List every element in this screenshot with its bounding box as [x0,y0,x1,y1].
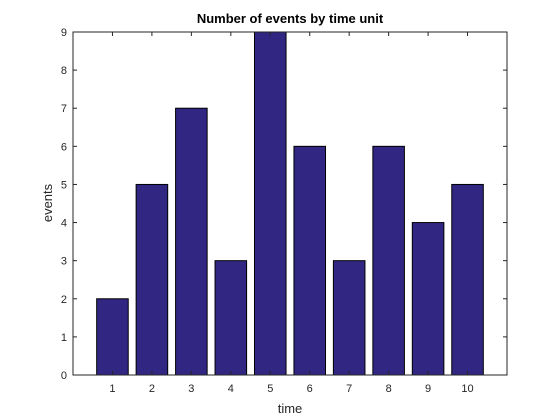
bar-1 [96,298,129,376]
bar-2 [135,183,169,376]
bar-3 [175,107,208,376]
bar-4 [214,260,248,376]
x-tick-label-8: 8 [386,383,392,395]
y-tick-label-8: 8 [61,65,67,77]
y-tick-label-7: 7 [61,103,67,115]
x-tick-label-7: 7 [346,383,352,395]
y-axis-label: events [40,183,55,222]
ticks-layer: 1 2 3 4 5 6 7 8 9 10 0 1 2 3 4 5 6 7 8 9 [61,27,507,395]
bar-5 [253,31,287,376]
bar-6 [293,145,327,376]
bar-7 [332,260,366,376]
bar-8 [372,145,405,376]
x-axis-label: time [278,401,303,416]
y-tick-label-2: 2 [61,294,67,306]
y-tick-label-4: 4 [61,218,67,230]
x-tick-label-10: 10 [461,383,473,395]
x-tick-label-9: 9 [425,383,431,395]
x-tick-label-6: 6 [307,383,313,395]
y-tick-label-3: 3 [61,256,67,268]
y-tick-label-1: 1 [61,332,67,344]
bar-9 [411,222,445,376]
x-tick-label-4: 4 [228,383,234,395]
x-tick-label-5: 5 [267,383,273,395]
bars-layer [96,31,484,376]
y-tick-label-5: 5 [61,179,67,191]
y-tick-label-6: 6 [61,141,67,153]
chart-title: Number of events by time unit [197,11,384,26]
x-tick-label-1: 1 [109,383,115,395]
y-tick-label-0: 0 [61,370,67,382]
x-tick-label-3: 3 [188,383,194,395]
axes-box [72,31,508,376]
bar-10 [451,183,484,376]
x-tick-label-2: 2 [149,383,155,395]
y-tick-label-9: 9 [61,27,67,39]
